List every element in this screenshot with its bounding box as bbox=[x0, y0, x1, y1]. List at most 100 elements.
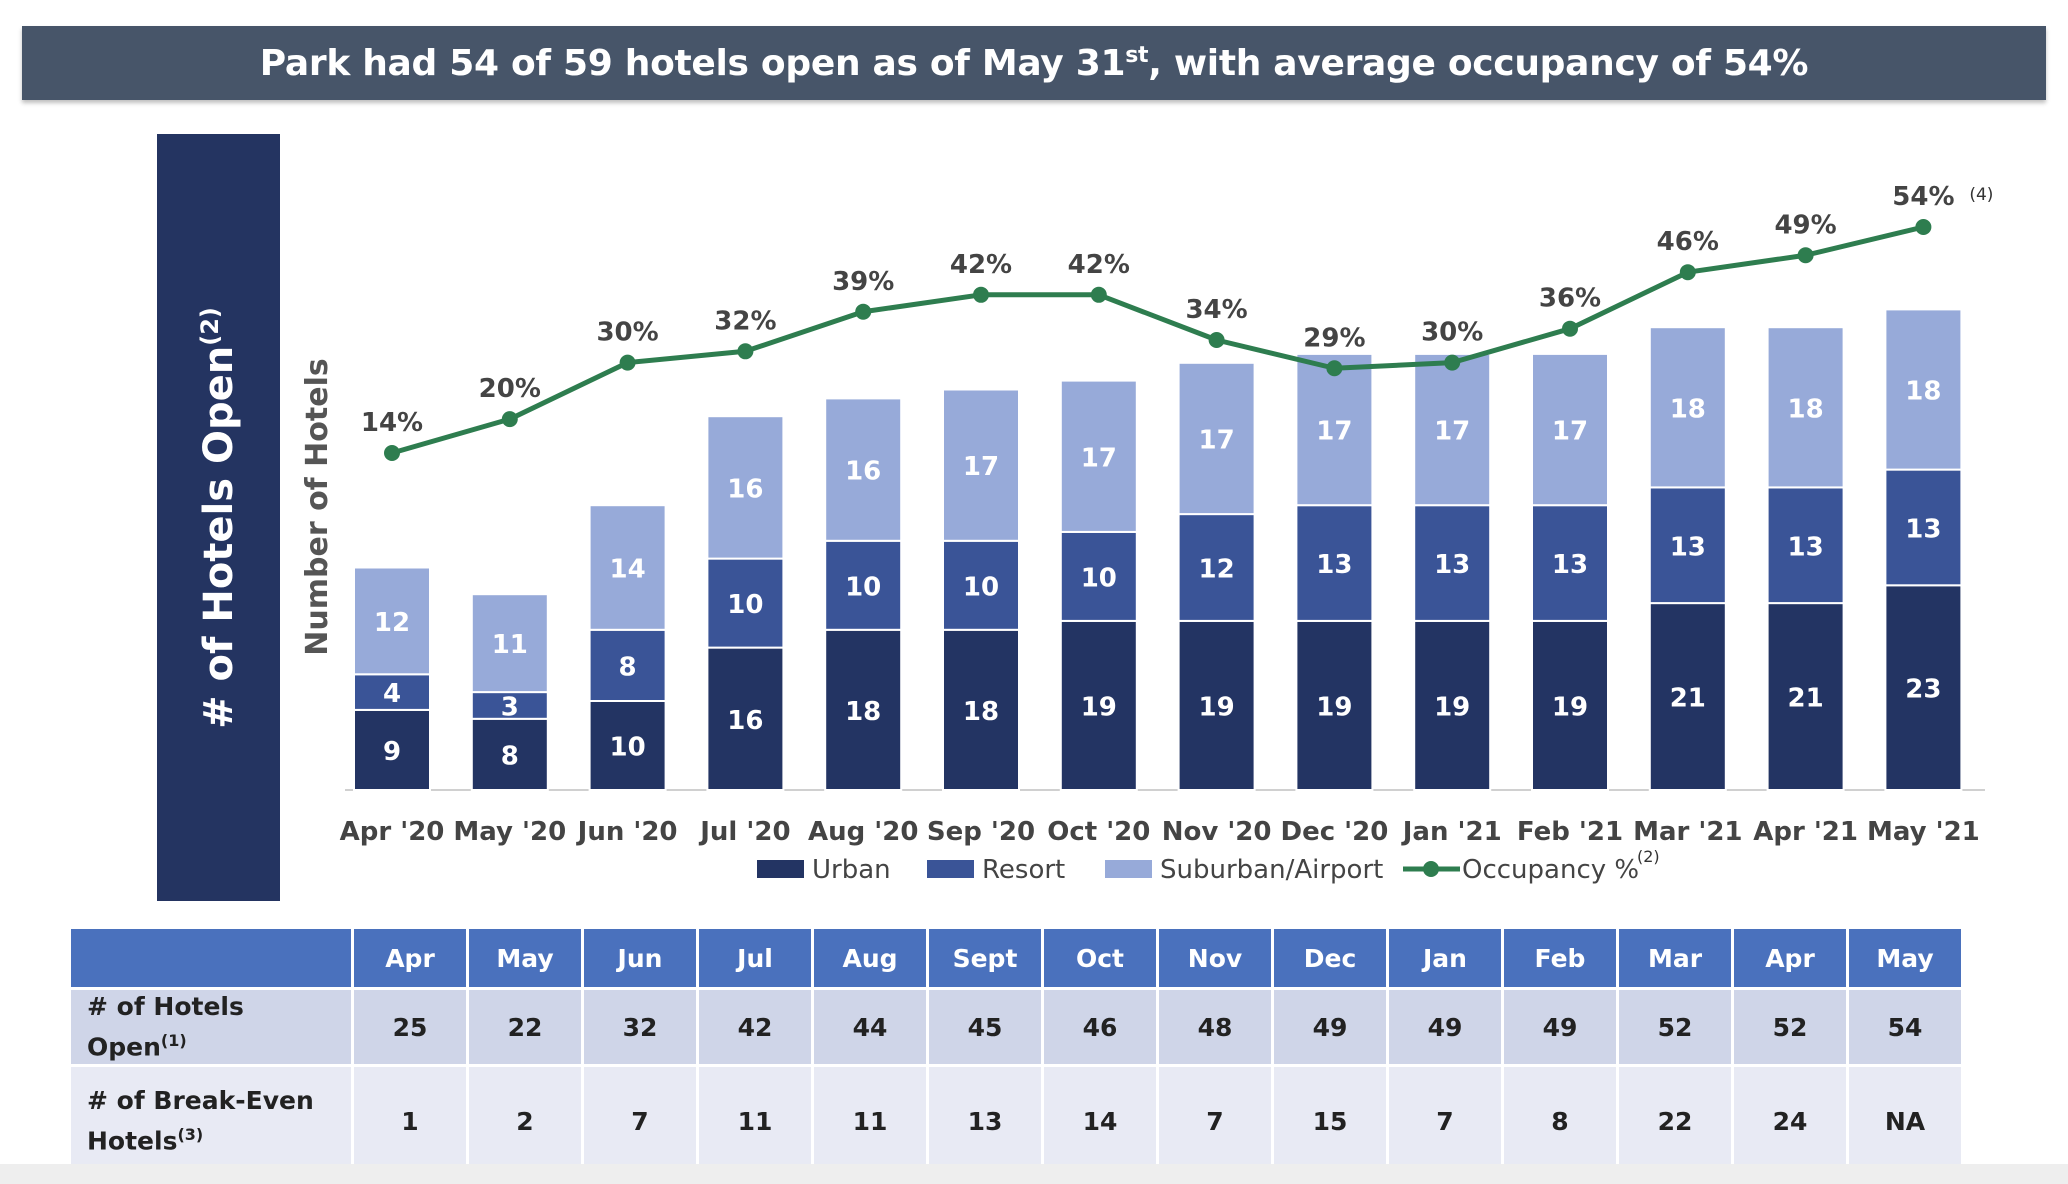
table-header-cell: Apr bbox=[1734, 929, 1846, 987]
bar-suburban-airport bbox=[942, 388, 1020, 542]
table-cell: 7 bbox=[584, 1067, 696, 1176]
bar-value-label: 8 bbox=[619, 652, 637, 682]
legend-footnote: (2) bbox=[1637, 847, 1660, 866]
table-header-cell: Apr bbox=[354, 929, 466, 987]
bar-value-label: 17 bbox=[1199, 425, 1235, 455]
bar-value-label: 13 bbox=[1905, 514, 1941, 544]
table-cell: 22 bbox=[469, 990, 581, 1065]
bar-suburban-airport bbox=[706, 415, 785, 560]
legend-marker-occupancy bbox=[1423, 861, 1439, 877]
table-cell: 54 bbox=[1849, 990, 1961, 1065]
occupancy-point bbox=[737, 343, 754, 360]
table-cell: 14 bbox=[1044, 1067, 1156, 1176]
table-cell: 7 bbox=[1389, 1067, 1501, 1176]
occupancy-label: 42% bbox=[1068, 250, 1130, 280]
bar-value-label: 19 bbox=[1199, 692, 1235, 722]
table-header-cell: Mar bbox=[1619, 929, 1731, 987]
bar-value-label: 13 bbox=[1670, 532, 1706, 562]
bar-suburban-airport bbox=[353, 566, 431, 676]
bar-value-label: 18 bbox=[963, 697, 999, 727]
occupancy-point bbox=[973, 286, 989, 303]
table-cell: 24 bbox=[1734, 1067, 1846, 1176]
bar-resort bbox=[1766, 486, 1845, 605]
bar-value-label: 9 bbox=[383, 737, 401, 767]
legend-swatch-suburban-airport bbox=[1105, 860, 1152, 878]
bar-value-label: 17 bbox=[1434, 417, 1470, 447]
bar-value-label: 3 bbox=[501, 692, 519, 722]
bar-value-label: 18 bbox=[1905, 377, 1941, 407]
title-bar: Park had 54 of 59 hotels open as of May … bbox=[22, 26, 2046, 100]
bar-suburban-airport bbox=[1295, 352, 1374, 507]
table-header-cell: Aug bbox=[814, 929, 926, 987]
occupancy-label: 30% bbox=[1421, 318, 1483, 348]
bar-resort bbox=[1059, 530, 1138, 622]
table-cell: 49 bbox=[1389, 990, 1501, 1065]
page-title: Park had 54 of 59 hotels open as of May … bbox=[259, 42, 1809, 84]
bar-resort bbox=[470, 691, 549, 720]
table-cell: 1 bbox=[354, 1067, 466, 1176]
table-cell: 52 bbox=[1734, 990, 1846, 1065]
table-cell: 48 bbox=[1159, 990, 1271, 1065]
x-tick-label: May '21 bbox=[1867, 817, 1980, 847]
table-cell: NA bbox=[1849, 1067, 1961, 1176]
bar-suburban-airport bbox=[1884, 308, 1963, 471]
bar-resort bbox=[1413, 504, 1492, 622]
bar-resort bbox=[1884, 468, 1963, 587]
table-cell: 15 bbox=[1274, 1067, 1386, 1176]
chart: Number of Hotels 9 4 12 Apr '20 8 3 11 May '20 10… bbox=[300, 182, 1993, 885]
occupancy-label: 34% bbox=[1185, 295, 1247, 325]
bar-suburban-airport bbox=[1413, 352, 1492, 507]
occupancy-label: 20% bbox=[479, 374, 541, 404]
bar-value-label: 4 bbox=[383, 679, 401, 709]
x-tick-label: Feb '21 bbox=[1517, 817, 1623, 847]
bar-urban bbox=[1059, 619, 1138, 792]
bar-value-label: 11 bbox=[492, 630, 528, 660]
bottom-strip bbox=[0, 1164, 2068, 1184]
x-tick-label: Jul '20 bbox=[698, 817, 790, 847]
bar-resort bbox=[1531, 504, 1609, 622]
x-tick-label: Aug '20 bbox=[808, 817, 918, 847]
bar-urban bbox=[470, 717, 549, 791]
legend-label: Suburban/Airport bbox=[1160, 855, 1383, 885]
table-row: # of Hotels Open(1) 25 22 32 42 44 45 46 48 49 49… bbox=[71, 990, 1961, 1065]
bar-value-label: 19 bbox=[1316, 692, 1352, 722]
bar-suburban-airport bbox=[1059, 379, 1138, 533]
occupancy-point bbox=[384, 445, 400, 461]
bar-value-label: 10 bbox=[845, 572, 881, 602]
table-header-cell: Jul bbox=[699, 929, 811, 987]
x-tick-label: May '20 bbox=[453, 817, 566, 847]
bar-value-label: 18 bbox=[1788, 394, 1824, 424]
occupancy-point bbox=[1797, 247, 1814, 264]
table-cell: 25 bbox=[354, 990, 466, 1065]
table-header-cell: Jun bbox=[584, 929, 696, 987]
x-tick-label: Oct '20 bbox=[1047, 817, 1150, 847]
bar-value-label: 19 bbox=[1552, 692, 1588, 722]
occupancy-point bbox=[1208, 332, 1225, 348]
bar-urban bbox=[353, 708, 431, 792]
bar-value-label: 16 bbox=[727, 474, 763, 504]
bar-value-label: 21 bbox=[1670, 684, 1706, 714]
legend-label: Occupancy % bbox=[1462, 855, 1639, 885]
table-cell: 49 bbox=[1274, 990, 1386, 1065]
table-cell: 46 bbox=[1044, 990, 1156, 1065]
occupancy-point bbox=[1915, 219, 1932, 235]
bar-suburban-airport bbox=[1177, 361, 1256, 516]
bar-value-label: 16 bbox=[845, 457, 881, 487]
hotels-table: Apr May Jun Jul Aug Sept Oct Nov Dec Jan Feb Mar Apr… bbox=[68, 926, 1964, 1178]
occupancy-point bbox=[501, 411, 518, 428]
bar-value-label: 14 bbox=[610, 555, 646, 585]
bar-value-label: 17 bbox=[963, 452, 999, 482]
bar-resort bbox=[1648, 486, 1727, 605]
table-header-cell: Sept bbox=[929, 929, 1041, 987]
bar-value-label: 16 bbox=[727, 706, 763, 736]
bar-value-label: 12 bbox=[374, 608, 410, 638]
table-cell: 32 bbox=[584, 990, 696, 1065]
bar-urban bbox=[1413, 619, 1492, 792]
occupancy-label: 14% bbox=[361, 408, 423, 438]
legend-swatch-resort bbox=[927, 860, 974, 878]
x-tick-label: Apr '20 bbox=[340, 817, 445, 847]
occupancy-point bbox=[1326, 360, 1343, 377]
bar-value-label: 13 bbox=[1552, 550, 1588, 580]
bar-value-label: 10 bbox=[727, 590, 763, 620]
table-cell: 11 bbox=[814, 1067, 926, 1176]
